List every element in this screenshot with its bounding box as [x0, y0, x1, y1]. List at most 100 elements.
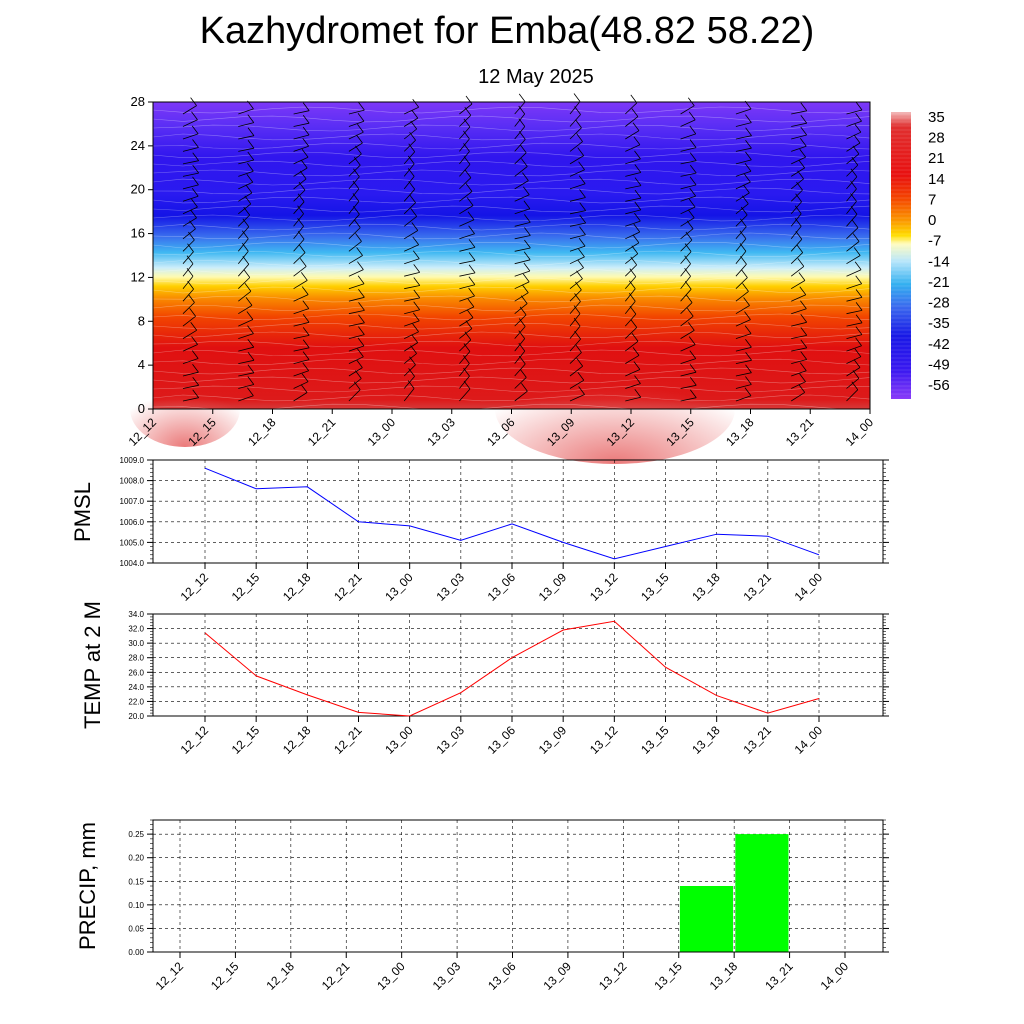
wind-barb — [404, 301, 421, 315]
wind-barb — [293, 126, 310, 140]
wind-barb — [680, 280, 692, 302]
contour-line — [152, 268, 871, 276]
wind-barb — [846, 314, 863, 327]
temp-x-tick-label: 13_09 — [536, 723, 570, 757]
precip-x-tick-label: 13_18 — [707, 959, 741, 993]
contour-line — [152, 349, 871, 357]
wind-barb — [790, 272, 806, 290]
wind-barb — [514, 369, 527, 389]
wind-barb — [625, 122, 640, 140]
temp-y-tick-label: 34.0 — [128, 610, 144, 619]
wind-barb — [293, 218, 304, 240]
wind-barb — [791, 300, 807, 315]
contour-line — [152, 196, 871, 204]
contour-line — [152, 242, 871, 249]
temp-y-tick-label: 24.0 — [128, 683, 144, 692]
wind-barb — [459, 367, 470, 389]
wind-barb — [182, 336, 198, 352]
wind-barb — [569, 161, 585, 177]
contour-line — [152, 214, 871, 222]
wind-barb — [514, 382, 528, 402]
wind-barb — [404, 99, 420, 115]
wind-barb — [293, 314, 310, 327]
wind-barb — [790, 218, 802, 240]
pmsl-x-tick-label: 13_00 — [382, 570, 416, 604]
wind-barb — [182, 187, 199, 202]
pmsl-x-tick-label: 13_15 — [638, 570, 672, 604]
heatmap-x-tick-label: 13_00 — [365, 415, 399, 449]
wind-barb — [238, 127, 255, 140]
wind-barb — [790, 244, 804, 264]
contour-line — [152, 142, 871, 150]
contour-line — [152, 187, 871, 195]
wind-barb — [680, 363, 697, 377]
heatmap-y-tick-label: 16 — [131, 226, 145, 241]
wind-barb — [238, 269, 251, 289]
temp-x-tick-label: 12_12 — [178, 723, 212, 757]
wind-barb — [625, 333, 639, 352]
wind-barb — [404, 289, 421, 302]
wind-barb — [293, 230, 305, 252]
wind-barb — [846, 302, 863, 315]
wind-barb — [459, 252, 476, 265]
wind-barb — [404, 312, 420, 327]
wind-barb — [680, 294, 693, 314]
wind-barb — [846, 275, 863, 290]
wind-barb — [791, 314, 808, 327]
wind-barb — [459, 239, 476, 252]
precip-x-tick-label: 14_00 — [818, 959, 852, 993]
wind-barb — [569, 106, 581, 127]
wind-barb — [293, 327, 310, 339]
wind-barb — [625, 223, 641, 240]
wind-barb — [182, 377, 200, 389]
wind-barb — [404, 323, 419, 339]
contour-line — [152, 223, 871, 231]
temp-series-line — [204, 620, 820, 717]
contour-line — [152, 151, 871, 159]
wind-barb — [293, 244, 306, 264]
contour-line — [152, 205, 871, 213]
wind-barb — [514, 118, 526, 140]
wind-barb — [846, 337, 862, 352]
wind-barb — [846, 233, 860, 252]
contour-line — [152, 340, 870, 348]
wind-barb — [625, 150, 641, 165]
wind-barb — [846, 326, 863, 339]
wind-barb — [735, 114, 752, 127]
precip-y-tick-label: 0.05 — [128, 924, 144, 933]
wind-barb — [459, 320, 473, 339]
colorbar-label: 0 — [928, 212, 936, 229]
wind-barbs — [182, 93, 863, 402]
heatmap-y-tick-label: 24 — [131, 138, 145, 153]
wind-barb — [569, 259, 584, 277]
pmsl-x-tick-label: 13_12 — [587, 570, 621, 604]
wind-barb — [569, 202, 587, 215]
wind-barb — [293, 373, 309, 389]
wind-barb — [293, 384, 308, 402]
temp-x-tick-label: 13_03 — [433, 723, 467, 757]
wind-barb — [846, 206, 858, 227]
temp-x-tick-label: 13_00 — [382, 723, 416, 757]
wind-barb — [293, 272, 308, 290]
wind-barb — [625, 201, 642, 215]
wind-barb — [514, 273, 530, 290]
wind-barb — [790, 384, 806, 402]
wind-barb — [791, 148, 807, 165]
colorbar-label: -49 — [928, 356, 950, 373]
wind-barb — [514, 144, 527, 165]
temp-x-tick-label: 13_15 — [638, 723, 672, 757]
pmsl-y-tick-label: 1004.0 — [120, 559, 145, 568]
wind-barb — [569, 386, 585, 402]
temp-x-tick-label: 12_15 — [229, 723, 263, 757]
wind-barb — [238, 364, 255, 377]
pmsl-x-tick-label: 12_15 — [229, 570, 263, 604]
wind-barb — [514, 200, 531, 215]
wind-barb — [182, 125, 199, 140]
wind-barb — [293, 102, 310, 115]
contour-line — [152, 259, 871, 267]
wind-barb — [569, 248, 585, 265]
wind-barb — [293, 351, 310, 364]
wind-barb — [514, 284, 529, 302]
colorbar-label: 7 — [928, 191, 936, 208]
